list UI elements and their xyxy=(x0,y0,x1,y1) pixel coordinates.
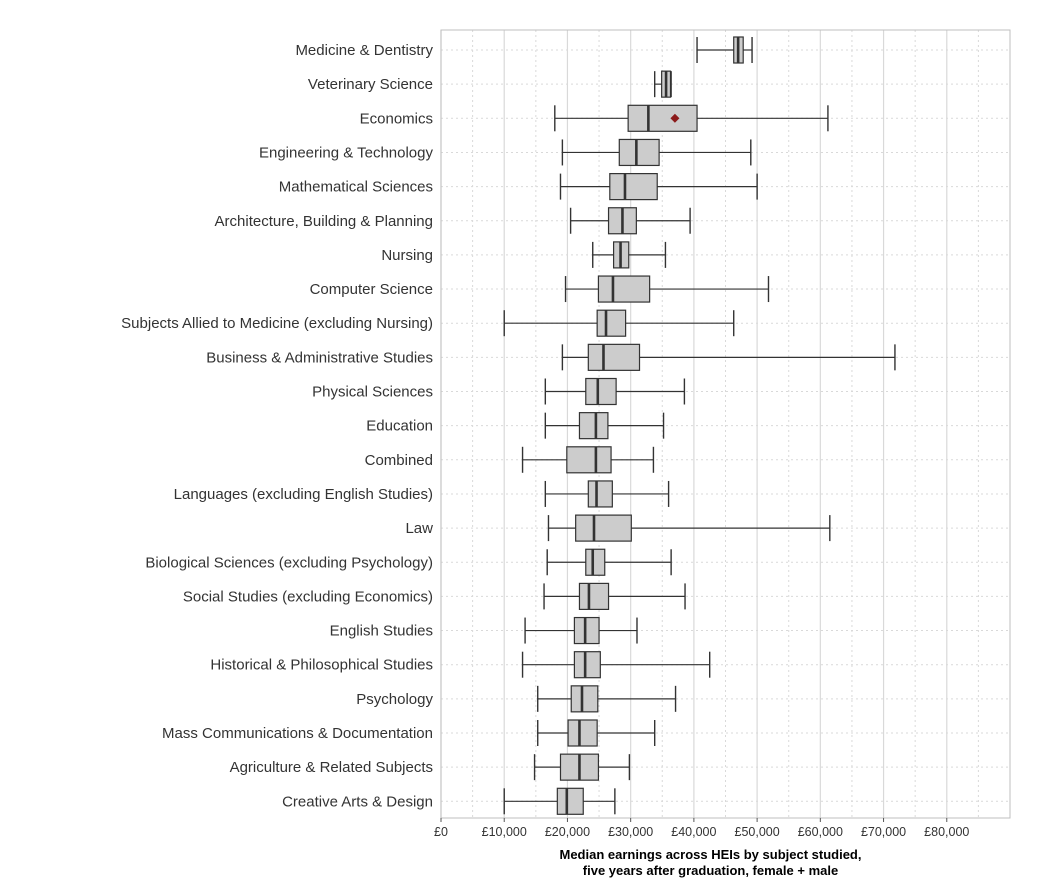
box xyxy=(618,138,660,167)
category-label: Education xyxy=(366,418,433,435)
x-tick-label: £0 xyxy=(434,825,448,839)
box-group xyxy=(564,275,770,303)
x-axis-ticks: £0 £10,000 £20,000 £30,000 £40,000 £50,000 £60… xyxy=(434,818,969,839)
x-tick-label: £80,000 xyxy=(924,825,969,839)
box xyxy=(597,275,651,303)
category-label: Biological Sciences (excluding Psycholog… xyxy=(145,554,433,571)
box xyxy=(573,651,601,679)
x-axis-title: Median earnings across HEIs by subject s… xyxy=(560,847,862,862)
category-label: Mathematical Sciences xyxy=(279,179,433,196)
box xyxy=(578,412,609,440)
category-label: English Studies xyxy=(330,623,433,640)
box-group xyxy=(544,480,670,508)
category-label: Economics xyxy=(360,110,433,127)
box xyxy=(567,719,598,747)
category-label: Architecture, Building & Planning xyxy=(215,213,433,230)
box xyxy=(585,548,606,576)
category-label: Veterinary Science xyxy=(308,76,433,93)
box-group xyxy=(521,446,655,474)
box-group xyxy=(696,36,753,64)
box-group xyxy=(561,138,752,167)
box-group xyxy=(524,616,638,645)
box-group xyxy=(554,104,829,132)
box-group xyxy=(653,70,672,98)
box xyxy=(587,480,613,508)
box-group xyxy=(503,309,735,337)
box xyxy=(596,309,627,337)
category-label: Medicine & Dentistry xyxy=(295,42,433,59)
box-group xyxy=(569,207,691,235)
box-group xyxy=(537,685,677,713)
x-axis-title-line2: five years after graduation, female + ma… xyxy=(583,863,838,878)
box-group xyxy=(503,787,616,815)
category-label: Computer Science xyxy=(310,281,433,298)
category-label: Law xyxy=(405,520,433,537)
box xyxy=(556,787,584,815)
x-tick-label: £20,000 xyxy=(545,825,590,839)
box xyxy=(578,582,610,611)
box-group xyxy=(543,582,686,611)
grid xyxy=(440,30,1010,818)
box-group xyxy=(592,241,667,269)
x-tick-label: £50,000 xyxy=(735,825,780,839)
category-label: Business & Administrative Studies xyxy=(206,349,433,366)
plot-panel xyxy=(440,29,1011,819)
box-group xyxy=(547,514,831,542)
box-group xyxy=(559,173,758,201)
category-label: Combined xyxy=(365,452,433,469)
box xyxy=(570,685,599,713)
category-label: Nursing xyxy=(381,247,433,264)
category-label: Historical & Philosophical Studies xyxy=(210,657,433,674)
category-label: Engineering & Technology xyxy=(259,144,434,161)
box-group xyxy=(521,651,711,679)
category-label: Subjects Allied to Medicine (excluding N… xyxy=(121,315,433,332)
category-label: Physical Sciences xyxy=(312,384,433,401)
category-label: Social Studies (excluding Economics) xyxy=(183,588,433,605)
x-tick-label: £40,000 xyxy=(671,825,716,839)
x-tick-label: £60,000 xyxy=(798,825,843,839)
category-label: Agriculture & Related Subjects xyxy=(230,759,433,776)
box-group xyxy=(544,377,686,406)
x-tick-label: £70,000 xyxy=(861,825,906,839)
box-group xyxy=(546,548,672,576)
category-labels: Medicine & Dentistry Veterinary Science Ec… xyxy=(121,42,433,810)
category-label: Psychology xyxy=(356,691,433,708)
box xyxy=(573,616,600,645)
x-tick-label: £10,000 xyxy=(482,825,527,839)
category-label: Languages (excluding English Studies) xyxy=(174,486,433,503)
outlier-point xyxy=(670,113,680,123)
box xyxy=(609,173,658,201)
box xyxy=(587,343,641,371)
box-group xyxy=(561,343,896,371)
box xyxy=(627,104,698,132)
boxes xyxy=(503,36,896,815)
box-group xyxy=(537,719,656,747)
box xyxy=(566,446,612,474)
box xyxy=(575,514,632,542)
x-tick-label: £30,000 xyxy=(608,825,653,839)
box-group xyxy=(533,753,631,781)
category-label: Creative Arts & Design xyxy=(282,793,433,810)
category-label: Mass Communications & Documentation xyxy=(162,725,433,742)
box-group xyxy=(544,412,665,440)
box xyxy=(585,377,617,406)
